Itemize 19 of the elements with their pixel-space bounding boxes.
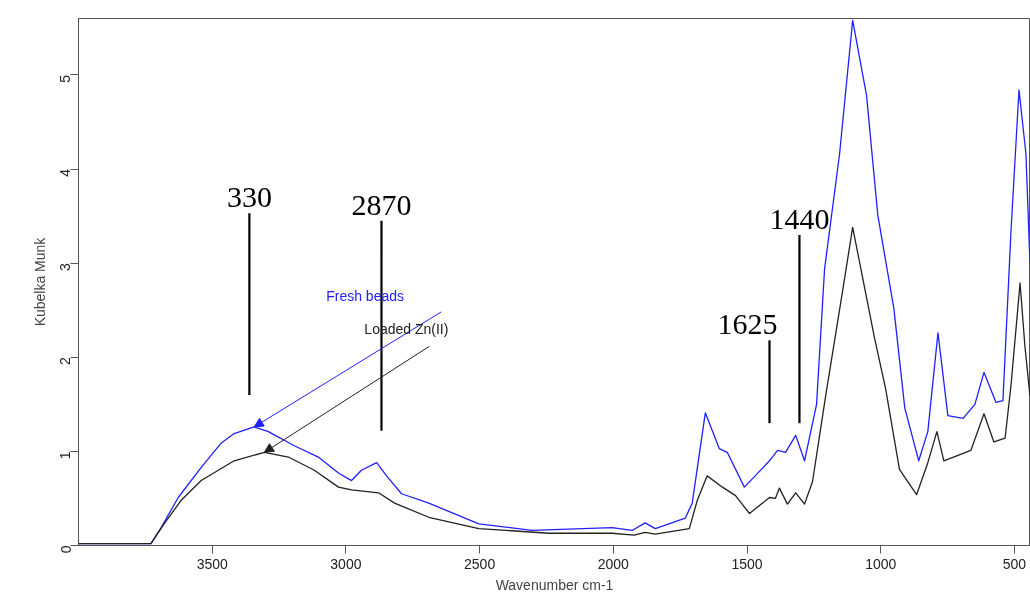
x-tick-label: 1000 <box>865 555 897 572</box>
y-axis-title: Kubelka Munk <box>31 236 48 327</box>
x-tick-label: 3500 <box>196 555 228 572</box>
y-tick-label: 3 <box>57 262 74 271</box>
y-tick-label: 0 <box>57 545 74 554</box>
x-tick-label: 1500 <box>731 555 763 572</box>
annotation: 1440 <box>769 201 830 235</box>
y-tick-label: 2 <box>57 357 74 366</box>
annotation: 1625 <box>717 307 778 341</box>
x-tick-label: 3000 <box>330 555 362 572</box>
y-tick-label: 5 <box>57 74 74 83</box>
annotation: 2870 <box>351 187 412 221</box>
y-tick-label: 1 <box>57 451 74 460</box>
x-axis-title: Wavenumber cm-1 <box>495 576 614 593</box>
x-tick-label: 500 <box>1002 555 1027 572</box>
y-tick-label: 4 <box>57 168 74 177</box>
x-tick-label: 2500 <box>464 555 496 572</box>
annotation: 330 <box>226 180 272 214</box>
x-tick-label: 2000 <box>597 555 630 572</box>
